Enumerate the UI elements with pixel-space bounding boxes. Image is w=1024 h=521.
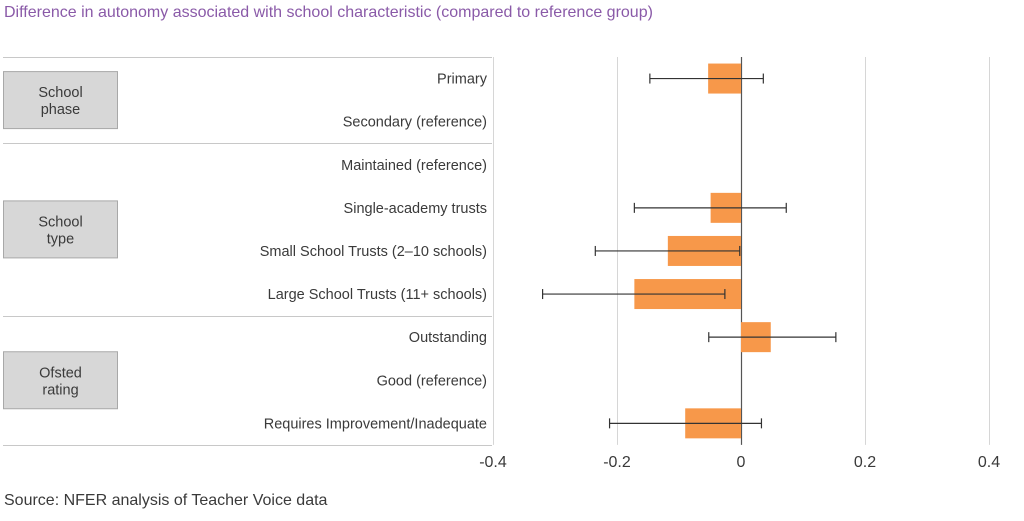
gridlines <box>493 57 990 445</box>
group-label-box <box>3 351 118 410</box>
group-label: rating <box>42 382 78 398</box>
category-label: Small School Trusts (2–10 schools) <box>260 244 487 260</box>
source-note: Source: NFER analysis of Teacher Voice d… <box>4 492 328 509</box>
row-separators <box>3 57 492 446</box>
category-label: Good (reference) <box>377 373 487 389</box>
category-label: Outstanding <box>409 330 487 346</box>
category-label: Single-academy trusts <box>344 201 487 217</box>
x-tick-labels: -0.4 -0.2 0 0.2 0.4 <box>479 454 1000 471</box>
group-label: type <box>47 231 74 247</box>
category-label: Primary <box>437 72 488 88</box>
group-label: Ofsted <box>39 365 82 381</box>
category-label: Large School Trusts (11+ schools) <box>268 287 487 303</box>
group-label-box <box>3 200 118 259</box>
group-label: phase <box>41 102 81 118</box>
category-label: Requires Improvement/Inadequate <box>264 416 487 432</box>
chart-title: Difference in autonomy associated with s… <box>4 4 653 21</box>
group-label: School <box>38 214 82 230</box>
category-labels: Primary Secondary (reference) Maintained (… <box>260 72 488 433</box>
group-label: School <box>38 85 82 101</box>
group-label-box <box>3 71 118 130</box>
x-tick-label: -0.4 <box>479 454 507 471</box>
error-bars <box>541 73 837 429</box>
x-tick-label: -0.2 <box>603 454 631 471</box>
x-tick-label: 0 <box>737 454 746 471</box>
category-label: Maintained (reference) <box>341 158 487 174</box>
x-tick-label: 0.2 <box>854 454 876 471</box>
category-label: Secondary (reference) <box>343 115 487 131</box>
x-tick-label: 0.4 <box>978 454 1000 471</box>
